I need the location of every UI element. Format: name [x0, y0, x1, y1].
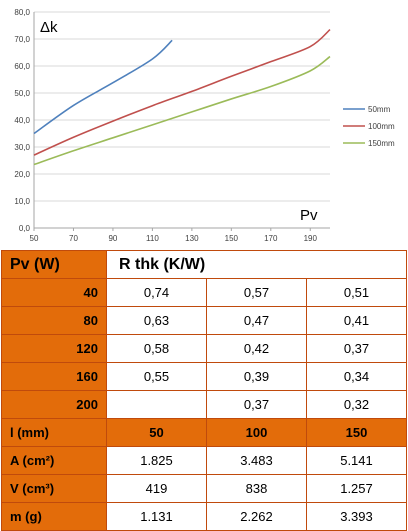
table-row: 160 0,55 0,39 0,34: [1, 362, 407, 391]
rthk-cell-100: 0,39: [206, 362, 307, 391]
rthk-cell-150: 0,51: [306, 278, 407, 307]
length-cell-150: 150: [306, 418, 407, 447]
pv-cell: 120: [1, 334, 107, 363]
length-cell-100: 100: [206, 418, 307, 447]
x-tick-label: 90: [108, 234, 117, 243]
mass-label: m (g): [1, 502, 107, 531]
area-row: A (cm²) 1.825 3.483 5.141: [1, 446, 407, 475]
legend-label: 50mm: [368, 105, 391, 114]
table-row: 40 0,74 0,57 0,51: [1, 278, 407, 307]
y-axis-label: Δk: [40, 19, 58, 36]
area-cell-150: 5.141: [306, 446, 407, 475]
volume-cell-100: 838: [206, 474, 307, 503]
y-tick-label: 50,0: [14, 89, 30, 98]
rthk-cell-50: 0,55: [106, 362, 207, 391]
length-cell-50: 50: [106, 418, 207, 447]
rthk-cell-50: 0,63: [106, 306, 207, 335]
series-line-100mm: [33, 28, 331, 156]
rthk-cell-150: 0,32: [306, 390, 407, 419]
table-row: 200 0,37 0,32: [1, 390, 407, 419]
x-tick-label: 170: [264, 234, 278, 243]
rthk-cell-50: 0,74: [106, 278, 207, 307]
y-tick-label: 40,0: [14, 116, 30, 125]
x-axis-label: Pv: [300, 207, 318, 224]
legend-label: 150mm: [368, 139, 395, 148]
area-cell-50: 1.825: [106, 446, 207, 475]
rthk-cell-100: 0,57: [206, 278, 307, 307]
legend-label: 100mm: [368, 122, 395, 131]
area-label: A (cm²): [1, 446, 107, 475]
series-line-150mm: [33, 55, 331, 166]
rthk-cell-50: [106, 390, 207, 419]
x-tick-label: 110: [146, 234, 159, 243]
y-tick-label: 0,0: [19, 224, 31, 233]
x-tick-label: 130: [185, 234, 199, 243]
rthk-header: R thk (K/W): [106, 250, 407, 279]
mass-row: m (g) 1.131 2.262 3.393: [1, 502, 407, 531]
x-tick-label: 50: [30, 234, 39, 243]
rthk-cell-100: 0,47: [206, 306, 307, 335]
volume-label: V (cm³): [1, 474, 107, 503]
x-tick-label: 70: [69, 234, 78, 243]
rthk-cell-150: 0,34: [306, 362, 407, 391]
pv-cell: 40: [1, 278, 107, 307]
y-tick-label: 70,0: [14, 35, 30, 44]
mass-cell-100: 2.262: [206, 502, 307, 531]
table-header-row: Pv (W) R thk (K/W): [1, 250, 407, 279]
series-line-50mm: [33, 39, 173, 135]
rthk-cell-100: 0,42: [206, 334, 307, 363]
pv-cell: 160: [1, 362, 107, 391]
volume-cell-150: 1.257: [306, 474, 407, 503]
y-tick-label: 20,0: [14, 170, 30, 179]
mass-cell-50: 1.131: [106, 502, 207, 531]
table-row: 120 0,58 0,42 0,37: [1, 334, 407, 363]
rthk-cell-100: 0,37: [206, 390, 307, 419]
rthk-cell-50: 0,58: [106, 334, 207, 363]
pv-cell: 80: [1, 306, 107, 335]
table-row: 80 0,63 0,47 0,41: [1, 306, 407, 335]
y-tick-label: 30,0: [14, 143, 30, 152]
area-cell-100: 3.483: [206, 446, 307, 475]
y-tick-label: 60,0: [14, 62, 30, 71]
pv-cell: 200: [1, 390, 107, 419]
mass-cell-150: 3.393: [306, 502, 407, 531]
rthk-cell-150: 0,41: [306, 306, 407, 335]
y-tick-label: 80,0: [14, 8, 30, 17]
pv-header: Pv (W): [1, 250, 107, 279]
volume-cell-50: 419: [106, 474, 207, 503]
volume-row: V (cm³) 419 838 1.257: [1, 474, 407, 503]
x-tick-label: 150: [225, 234, 239, 243]
length-row: l (mm) 50 100 150: [1, 418, 407, 447]
y-tick-label: 10,0: [14, 197, 30, 206]
length-label: l (mm): [1, 418, 107, 447]
line-chart: 0,0 10,0 20,0 30,0 40,0 50,0 60,0 70,0 80,0 50 70 9…: [14, 8, 395, 243]
rthk-cell-150: 0,37: [306, 334, 407, 363]
rth-table: Pv (W) R thk (K/W) 40 0,74 0,57 0,51 80 …: [1, 250, 407, 531]
x-tick-label: 190: [304, 234, 318, 243]
chart-panel: 0,0 10,0 20,0 30,0 40,0 50,0 60,0 70,0 80,0 50 70 9…: [0, 0, 408, 250]
